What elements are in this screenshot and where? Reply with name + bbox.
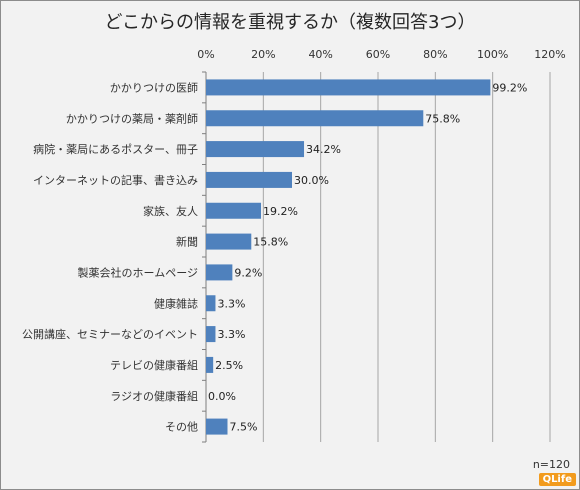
x-tick-label: 0% bbox=[197, 48, 214, 61]
category-label: テレビの健康番組 bbox=[110, 358, 198, 372]
chart-title: どこからの情報を重視するか（複数回答3つ） bbox=[104, 12, 476, 33]
data-label: 3.3% bbox=[217, 328, 245, 341]
category-label: 健康雑誌 bbox=[154, 296, 198, 310]
category-label: インターネットの記事、書き込み bbox=[33, 173, 198, 187]
category-label: 家族、友人 bbox=[143, 204, 198, 218]
data-label: 30.0% bbox=[294, 174, 329, 187]
x-tick-label: 20% bbox=[251, 48, 275, 61]
x-tick-label: 100% bbox=[477, 48, 508, 61]
category-label: かかりつけの医師 bbox=[110, 81, 198, 94]
category-label: その他 bbox=[165, 421, 198, 434]
category-label: ラジオの健康番組 bbox=[110, 389, 198, 403]
data-label: 19.2% bbox=[263, 205, 298, 218]
category-label: 製薬会社のホームページ bbox=[78, 265, 198, 279]
data-label: 2.5% bbox=[215, 359, 243, 372]
data-label: 0.0% bbox=[208, 390, 236, 403]
data-label: 3.3% bbox=[217, 297, 245, 310]
sample-size-note: n=120 bbox=[532, 458, 570, 471]
bar bbox=[206, 418, 228, 435]
data-label: 75.8% bbox=[425, 112, 460, 125]
bar bbox=[206, 202, 262, 219]
category-label: 病院・薬局にあるポスター、冊子 bbox=[33, 142, 198, 156]
data-label: 9.2% bbox=[234, 266, 262, 279]
bar bbox=[206, 326, 216, 343]
category-label: かかりつけの薬局・薬剤師 bbox=[66, 111, 198, 125]
bar bbox=[206, 79, 491, 96]
bar bbox=[206, 110, 424, 127]
x-tick-label: 120% bbox=[534, 48, 565, 61]
data-label: 99.2% bbox=[492, 81, 527, 94]
bar bbox=[206, 233, 252, 250]
x-tick-label: 40% bbox=[308, 48, 332, 61]
data-label: 15.8% bbox=[253, 236, 288, 249]
x-tick-label: 80% bbox=[423, 48, 447, 61]
x-tick-label: 60% bbox=[366, 48, 390, 61]
bar bbox=[206, 356, 214, 373]
qlife-logo: QLife bbox=[538, 473, 576, 486]
data-label: 7.5% bbox=[230, 421, 258, 434]
category-label: 公開講座、セミナーなどのイベント bbox=[22, 327, 198, 341]
bar bbox=[206, 141, 305, 158]
category-label: 新聞 bbox=[176, 235, 198, 249]
bar bbox=[206, 264, 233, 281]
data-label: 34.2% bbox=[306, 143, 341, 156]
bar bbox=[206, 171, 292, 188]
bar bbox=[206, 295, 216, 312]
